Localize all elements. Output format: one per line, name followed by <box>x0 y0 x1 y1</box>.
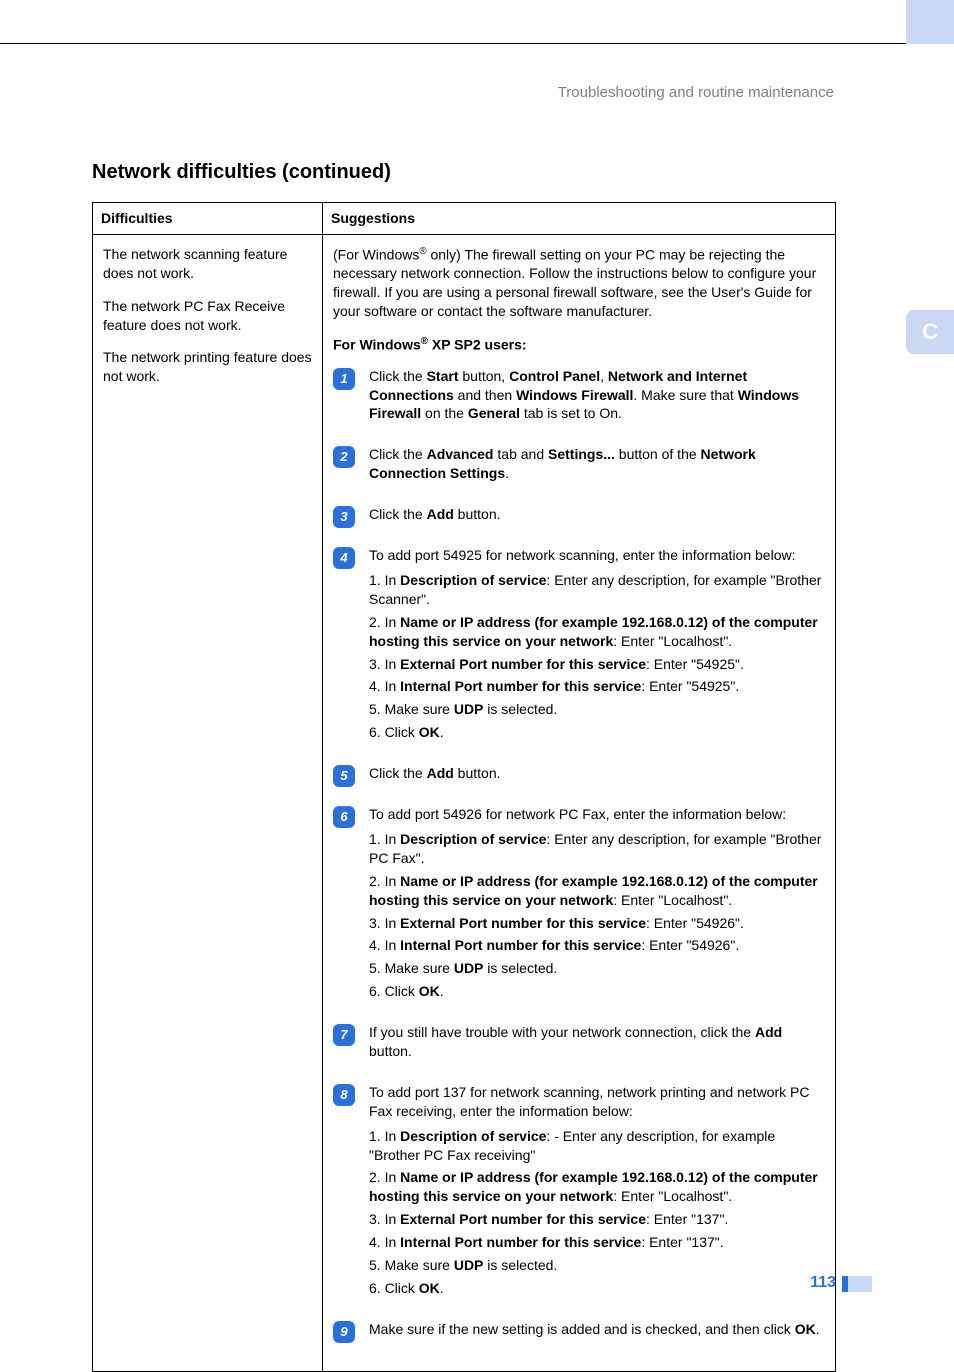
steps-list: 1 Click the Start button, Control Panel, … <box>333 367 825 1343</box>
step-line: To add port 54926 for network PC Fax, en… <box>369 805 825 824</box>
step-number-badge: 3 <box>333 506 355 528</box>
footer-mark <box>848 1276 872 1292</box>
step-line: 3. In External Port number for this serv… <box>369 655 825 674</box>
step-number-badge: 9 <box>333 1321 355 1343</box>
step-number-badge: 8 <box>333 1084 355 1106</box>
step-line: 2. In Name or IP address (for example 19… <box>369 872 825 910</box>
step-number-badge: 7 <box>333 1024 355 1046</box>
step-body: Make sure if the new setting is added an… <box>369 1320 825 1343</box>
page-content: Network difficulties (continued) Difficu… <box>92 161 836 1372</box>
step-line: 1. In Description of service: - Enter an… <box>369 1127 825 1165</box>
step-line: 5. Make sure UDP is selected. <box>369 1256 825 1275</box>
step-number-badge: 4 <box>333 547 355 569</box>
step-line: 5. Make sure UDP is selected. <box>369 959 825 978</box>
step-body: Click the Add button. <box>369 764 825 787</box>
step-number-badge: 6 <box>333 806 355 828</box>
step-line: 4. In Internal Port number for this serv… <box>369 1233 825 1252</box>
step-number-badge: 5 <box>333 765 355 787</box>
step-line: 2. In Name or IP address (for example 19… <box>369 613 825 651</box>
step-line: To add port 137 for network scanning, ne… <box>369 1083 825 1121</box>
step-line: Make sure if the new setting is added an… <box>369 1320 825 1339</box>
top-right-strip <box>906 0 954 44</box>
step-line: Click the Advanced tab and Settings... b… <box>369 445 825 483</box>
section-tab-c: C <box>906 310 954 354</box>
step-body: If you still have trouble with your netw… <box>369 1023 825 1065</box>
step-line: 6. Click OK. <box>369 982 825 1001</box>
step-line: 4. In Internal Port number for this serv… <box>369 677 825 696</box>
step-item: 1 Click the Start button, Control Panel, … <box>333 367 825 428</box>
troubleshoot-table: Difficulties Suggestions The network sca… <box>92 202 836 1372</box>
step-body: Click the Add button. <box>369 505 825 528</box>
step-line: 5. Make sure UDP is selected. <box>369 700 825 719</box>
suggestions-cell: (For Windows® only) The firewall setting… <box>323 234 836 1371</box>
subhead-text: For Windows® XP SP2 users: <box>333 335 825 355</box>
step-item: 2 Click the Advanced tab and Settings... … <box>333 445 825 487</box>
column-header-suggestions: Suggestions <box>323 203 836 235</box>
step-number-badge: 2 <box>333 446 355 468</box>
step-line: 1. In Description of service: Enter any … <box>369 571 825 609</box>
intro-text: (For Windows® only) The firewall setting… <box>333 245 825 321</box>
step-line: 2. In Name or IP address (for example 19… <box>369 1168 825 1206</box>
step-item: 5 Click the Add button. <box>333 764 825 787</box>
breadcrumb: Troubleshooting and routine maintenance <box>0 84 834 101</box>
step-item: 3 Click the Add button. <box>333 505 825 528</box>
step-item: 6 To add port 54926 for network PC Fax, e… <box>333 805 825 1005</box>
step-body: To add port 54925 for network scanning, … <box>369 546 825 746</box>
difficulties-cell: The network scanning feature does not wo… <box>93 234 323 1371</box>
step-line: To add port 54925 for network scanning, … <box>369 546 825 565</box>
step-body: Click the Start button, Control Panel, N… <box>369 367 825 428</box>
step-line: Click the Add button. <box>369 764 825 783</box>
difficulty-text: The network printing feature does not wo… <box>103 348 312 386</box>
page-number: 113 <box>810 1274 836 1292</box>
step-line: Click the Start button, Control Panel, N… <box>369 367 825 424</box>
step-item: 8 To add port 137 for network scanning, n… <box>333 1083 825 1302</box>
step-line: Click the Add button. <box>369 505 825 524</box>
step-line: 6. Click OK. <box>369 1279 825 1298</box>
step-line: 6. Click OK. <box>369 723 825 742</box>
step-item: 9 Make sure if the new setting is added a… <box>333 1320 825 1343</box>
page-top-border <box>0 0 954 44</box>
step-body: Click the Advanced tab and Settings... b… <box>369 445 825 487</box>
step-line: If you still have trouble with your netw… <box>369 1023 825 1061</box>
difficulty-text: The network scanning feature does not wo… <box>103 245 312 283</box>
section-title: Network difficulties (continued) <box>92 161 836 184</box>
step-line: 3. In External Port number for this serv… <box>369 914 825 933</box>
table-row: The network scanning feature does not wo… <box>93 234 836 1371</box>
step-line: 1. In Description of service: Enter any … <box>369 830 825 868</box>
step-number-badge: 1 <box>333 368 355 390</box>
step-body: To add port 137 for network scanning, ne… <box>369 1083 825 1302</box>
step-line: 3. In External Port number for this serv… <box>369 1210 825 1229</box>
difficulty-text: The network PC Fax Receive feature does … <box>103 297 312 335</box>
step-line: 4. In Internal Port number for this serv… <box>369 936 825 955</box>
step-body: To add port 54926 for network PC Fax, en… <box>369 805 825 1005</box>
step-item: 4 To add port 54925 for network scanning,… <box>333 546 825 746</box>
step-item: 7 If you still have trouble with your net… <box>333 1023 825 1065</box>
column-header-difficulties: Difficulties <box>93 203 323 235</box>
